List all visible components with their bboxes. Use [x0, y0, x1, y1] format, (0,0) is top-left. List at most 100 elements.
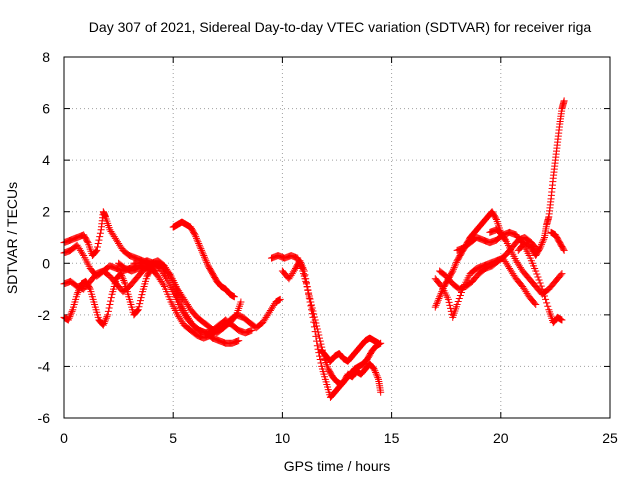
data-point [372, 370, 380, 378]
y-tick-label: 6 [42, 101, 50, 117]
y-tick-label: 0 [42, 255, 50, 271]
data-point [317, 340, 325, 348]
data-point [309, 313, 317, 321]
x-tick-labels: 0 5 10 15 20 25 [60, 430, 618, 446]
data-point [135, 303, 143, 311]
data-point [104, 311, 112, 319]
data-point [305, 294, 313, 302]
x-tick-label: 20 [493, 430, 509, 446]
data-point [448, 268, 456, 276]
data-point [96, 233, 104, 241]
data-point [316, 334, 324, 342]
data-point [201, 253, 209, 261]
data-point [312, 332, 320, 340]
data-point [449, 265, 457, 273]
data-point [99, 321, 107, 329]
data-point [203, 258, 211, 266]
data-point [435, 295, 443, 303]
data-point [451, 262, 459, 270]
data-point [73, 290, 81, 298]
data-point [203, 260, 211, 268]
data-point [195, 241, 203, 249]
data-point [79, 250, 87, 258]
data-point [67, 311, 75, 319]
data-point [316, 356, 324, 364]
data-point [159, 281, 167, 289]
data-point [107, 297, 115, 305]
data-point [313, 337, 321, 345]
y-tick-label: 4 [42, 152, 50, 168]
data-point [297, 260, 305, 268]
data-point [120, 278, 128, 286]
x-axis-label: GPS time / hours [284, 458, 391, 474]
plot-frame [63, 56, 611, 419]
data-point [105, 304, 113, 312]
data-point [237, 298, 245, 306]
data-point [535, 276, 543, 284]
data-point [539, 237, 547, 245]
data-point [537, 242, 545, 250]
series-sat17 [486, 226, 566, 298]
data-point [540, 235, 548, 243]
data-point [432, 301, 440, 309]
data-point [101, 318, 109, 326]
data-point [248, 326, 256, 334]
series-sat2 [60, 208, 160, 270]
series-sat8 [169, 218, 238, 301]
data-point [134, 307, 142, 315]
data-point [119, 275, 127, 283]
y-tick-label: 8 [42, 49, 50, 65]
data-point [230, 293, 238, 301]
data-point [370, 365, 378, 373]
data-point [538, 240, 546, 248]
data-point [532, 267, 540, 275]
data-point [136, 297, 144, 305]
data-point [446, 301, 454, 309]
x-tick-label: 5 [169, 430, 177, 446]
data-point [543, 299, 551, 307]
x-tick-label: 10 [275, 430, 291, 446]
x-tick-label: 0 [60, 430, 68, 446]
y-tick-label: -2 [38, 307, 51, 323]
data-point [445, 298, 453, 306]
data-point [314, 345, 322, 353]
data-point [194, 238, 202, 246]
data-point [316, 352, 324, 360]
chart-title: Day 307 of 2021, Sidereal Day-to-day VTE… [89, 19, 592, 35]
data-point [202, 257, 210, 265]
data-point [304, 286, 312, 294]
data-point [298, 262, 306, 270]
data-point [91, 248, 99, 256]
data-point [534, 273, 542, 281]
grid-lines [64, 57, 610, 418]
data-point [308, 310, 316, 318]
data-point [197, 245, 205, 253]
data-point [193, 236, 201, 244]
data-point [276, 295, 284, 303]
data-point [431, 303, 439, 311]
data-point [195, 240, 203, 248]
data-marks [60, 97, 568, 401]
data-point [102, 314, 110, 322]
data-point [201, 255, 209, 263]
data-point [311, 328, 319, 336]
data-point [450, 264, 458, 272]
data-point [315, 331, 323, 339]
data-point [198, 248, 206, 256]
series-sat9 [169, 285, 256, 337]
data-point [107, 294, 115, 302]
data-point [191, 231, 199, 239]
data-point [536, 244, 544, 252]
data-point [535, 245, 543, 253]
data-point [190, 230, 198, 238]
data-point [536, 279, 544, 287]
data-point [296, 257, 304, 265]
data-point [310, 323, 318, 331]
data-point [68, 307, 76, 315]
data-point [136, 300, 144, 308]
data-point [302, 279, 310, 287]
data-point [297, 258, 305, 266]
data-point [166, 270, 174, 278]
data-point [137, 294, 145, 302]
data-point [95, 236, 103, 244]
